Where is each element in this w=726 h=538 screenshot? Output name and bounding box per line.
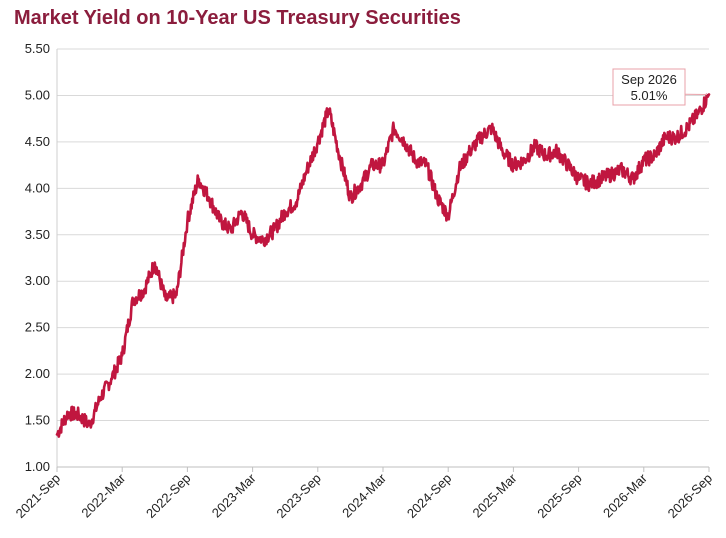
y-tick-label: 4.00	[25, 180, 50, 195]
y-tick-label: 2.00	[25, 366, 50, 381]
y-tick-label: 5.50	[25, 41, 50, 56]
x-tick-label: 2024-Sep	[404, 471, 454, 521]
callout-label: Sep 2026	[621, 72, 677, 87]
x-tick-label: 2022-Sep	[143, 471, 193, 521]
series-line	[55, 93, 711, 438]
x-tick-label: 2026-Sep	[665, 471, 715, 521]
x-axis: 2021-Sep 2022-Mar 2022-Sep 2023-Mar 2023-Sep…	[13, 466, 715, 521]
chart-title: Market Yield on 10-Year US Treasury Secu…	[14, 7, 461, 29]
y-tick-label: 3.50	[25, 227, 50, 242]
y-tick-label: 1.00	[25, 459, 50, 474]
y-tick-label: 5.00	[25, 87, 50, 102]
series-layer	[55, 93, 711, 438]
x-tick-label: 2021-Sep	[13, 471, 63, 521]
callout-value: 5.01%	[631, 88, 668, 103]
x-tick-label: 2023-Mar	[209, 470, 259, 520]
y-tick-label: 1.50	[25, 413, 50, 428]
x-tick-label: 2022-Mar	[78, 470, 128, 520]
callout-box	[612, 68, 686, 106]
y-tick-label: 2.50	[25, 320, 50, 335]
x-tick-label: 2026-Mar	[600, 470, 650, 520]
y-tick-label: 4.50	[25, 134, 50, 149]
x-tick-label: 2024-Mar	[339, 470, 389, 520]
gridlines	[57, 48, 709, 468]
y-tick-label: 3.00	[25, 273, 50, 288]
x-tick-label: 2023-Sep	[273, 471, 323, 521]
x-tick-label: 2025-Sep	[534, 471, 584, 521]
y-axis: 1.00 1.50 2.00 2.50 3.00 3.50 4.00 4.50 5.00 5.50	[25, 41, 58, 474]
x-tick-label: 2025-Mar	[470, 470, 520, 520]
